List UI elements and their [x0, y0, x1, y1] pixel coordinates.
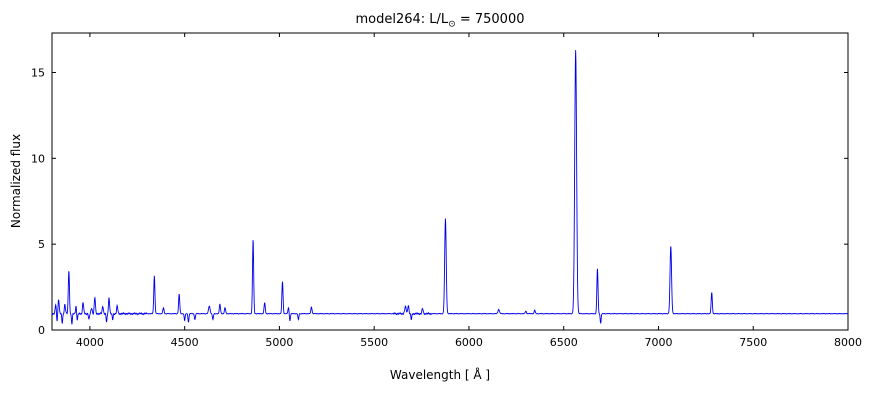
y-axis-label: Normalized flux	[9, 133, 23, 229]
x-axis-label: Wavelength [ Å ]	[389, 368, 491, 382]
chart-title-prefix: model264: L/L	[355, 12, 449, 27]
x-tick-label: 8000	[834, 336, 862, 349]
sun-symbol: ⊙	[448, 19, 456, 30]
y-tick-label: 15	[31, 66, 45, 79]
y-tick-label: 0	[38, 324, 45, 337]
y-tick-label: 10	[31, 152, 45, 165]
x-tick-label: 7500	[739, 336, 767, 349]
x-tick-label: 6500	[550, 336, 578, 349]
axes-frame	[51, 32, 849, 331]
chart-title: model264: L/L⊙ = 750000	[0, 12, 880, 30]
x-tick-label: 5500	[360, 336, 388, 349]
x-tick-label: 4500	[171, 336, 199, 349]
y-tick-label: 5	[38, 238, 45, 251]
x-tick-label: 6000	[455, 336, 483, 349]
x-tick-label: 7000	[644, 336, 672, 349]
x-tick-label: 5000	[265, 336, 293, 349]
x-tick-label: 4000	[76, 336, 104, 349]
spectrum-line	[51, 50, 849, 325]
chart-title-suffix: = 750000	[455, 12, 525, 27]
